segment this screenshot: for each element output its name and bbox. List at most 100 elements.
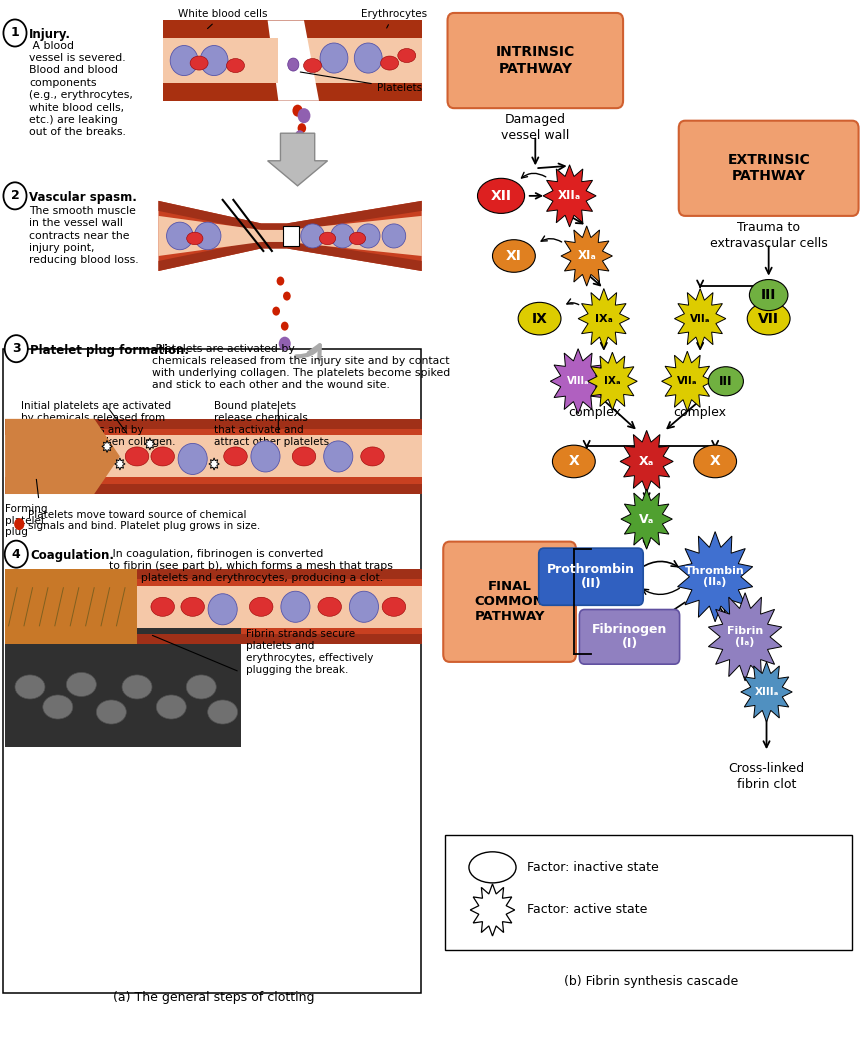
Text: X: X [710,454,721,469]
Circle shape [3,20,27,47]
Text: complex: complex [569,406,622,420]
Ellipse shape [318,597,342,616]
Ellipse shape [361,447,384,466]
FancyBboxPatch shape [443,542,576,662]
Text: Thrombin
(IIₐ): Thrombin (IIₐ) [685,566,745,587]
Polygon shape [621,489,672,549]
Text: Coagulation.: Coagulation. [30,549,114,562]
Ellipse shape [227,58,245,73]
Ellipse shape [330,223,355,248]
Ellipse shape [301,223,324,248]
Text: XIIₐ: XIIₐ [558,189,581,203]
Circle shape [4,541,28,568]
Polygon shape [708,593,782,681]
FancyBboxPatch shape [163,38,422,84]
Text: Xₐ: Xₐ [639,455,654,468]
FancyBboxPatch shape [5,569,422,579]
Text: 4: 4 [12,548,21,561]
Circle shape [295,130,304,141]
Ellipse shape [324,441,353,472]
Text: X: X [568,454,580,469]
Polygon shape [662,351,713,411]
Ellipse shape [251,441,280,472]
Ellipse shape [320,43,348,73]
Polygon shape [620,430,673,493]
FancyBboxPatch shape [679,121,859,216]
FancyBboxPatch shape [580,610,680,664]
Polygon shape [675,288,726,349]
Ellipse shape [304,58,322,73]
Ellipse shape [190,56,208,70]
Text: Acc  SpotMag    Det    WD Exp
30.0kV 3.5 x500se SE  2.3: Acc SpotMag Det WD Exp 30.0kV 3.5 x500se… [8,749,102,759]
Circle shape [291,170,297,176]
Text: Platelets move toward source of chemical
signals and bind. Platelet plug grows i: Platelets move toward source of chemical… [28,509,260,531]
Ellipse shape [356,223,380,248]
Polygon shape [5,419,120,494]
FancyBboxPatch shape [5,624,240,748]
Ellipse shape [492,240,535,272]
Text: Factor: active state: Factor: active state [527,903,647,917]
FancyBboxPatch shape [319,38,422,84]
Ellipse shape [43,695,73,719]
FancyBboxPatch shape [163,38,279,84]
Circle shape [4,335,28,362]
Ellipse shape [381,56,399,70]
Text: XIₐ: XIₐ [577,250,596,262]
FancyBboxPatch shape [447,13,623,109]
Ellipse shape [398,48,416,63]
Ellipse shape [224,447,247,466]
Text: 1: 1 [10,26,19,40]
Text: White blood cells: White blood cells [178,9,267,28]
Text: Erythrocytes: Erythrocytes [361,9,427,28]
Ellipse shape [553,445,595,478]
Polygon shape [578,288,630,349]
Ellipse shape [181,597,204,616]
FancyBboxPatch shape [5,569,422,644]
Ellipse shape [151,447,175,466]
Text: A blood
vessel is severed.
Blood and blood
components
(e.g., erythrocytes,
white: A blood vessel is severed. Blood and blo… [29,41,133,138]
Ellipse shape [122,674,152,699]
Ellipse shape [281,591,310,622]
Polygon shape [267,134,328,186]
Text: FINAL
COMMON
PATHWAY: FINAL COMMON PATHWAY [474,580,545,623]
FancyBboxPatch shape [5,419,422,494]
Text: Fibrin strands secure
platelets and
erythrocytes, effectively
plugging the break: Fibrin strands secure platelets and eryt… [247,628,374,674]
Ellipse shape [67,672,96,696]
Text: Fibrinogen
(I): Fibrinogen (I) [592,623,667,650]
Circle shape [288,58,299,71]
Circle shape [290,139,298,148]
FancyBboxPatch shape [283,227,299,246]
Text: Platelet plug formation.: Platelet plug formation. [30,343,189,357]
Ellipse shape [349,591,379,622]
Text: Platelets: Platelets [300,72,422,93]
Circle shape [294,155,301,162]
FancyBboxPatch shape [163,21,422,38]
Text: IXₐ: IXₐ [604,376,621,386]
Polygon shape [543,165,596,227]
Ellipse shape [200,46,228,75]
FancyBboxPatch shape [163,84,422,100]
Text: Trauma to
extravascular cells: Trauma to extravascular cells [710,221,828,250]
FancyBboxPatch shape [5,484,422,494]
Text: Cross-linked
fibrin clot: Cross-linked fibrin clot [728,762,804,791]
Ellipse shape [151,597,175,616]
Ellipse shape [208,699,238,725]
Polygon shape [102,441,112,452]
Ellipse shape [382,597,406,616]
FancyBboxPatch shape [5,435,422,477]
Ellipse shape [349,232,366,244]
Polygon shape [115,458,125,470]
Polygon shape [740,662,792,722]
Polygon shape [587,352,638,410]
Text: VIIₐ: VIIₐ [677,376,697,386]
Polygon shape [144,437,155,450]
Circle shape [298,123,306,134]
Text: INTRINSIC
PATHWAY: INTRINSIC PATHWAY [496,46,575,75]
FancyBboxPatch shape [445,835,852,950]
Ellipse shape [125,447,149,466]
Polygon shape [561,226,612,286]
FancyBboxPatch shape [539,548,644,606]
Polygon shape [5,569,137,644]
Circle shape [272,307,280,315]
FancyBboxPatch shape [5,586,422,627]
